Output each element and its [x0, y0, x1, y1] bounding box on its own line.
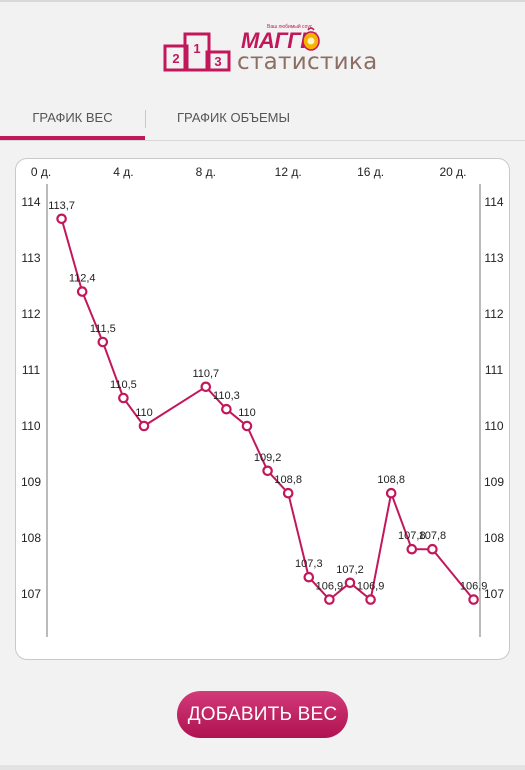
tab-bar: ГРАФИК ВЕС ГРАФИК ОБЪЕМЫ	[0, 98, 525, 144]
y-tick-label-left: 113	[21, 251, 40, 265]
x-tick-label: 0 д.	[31, 165, 51, 179]
data-label: 106,9	[357, 581, 385, 593]
data-label: 110,7	[192, 368, 219, 380]
data-label: 106,9	[460, 581, 488, 593]
x-tick-label: 16 д.	[357, 165, 384, 179]
data-label: 107,8	[398, 530, 426, 542]
data-label: 108,8	[274, 474, 302, 486]
data-point	[468, 594, 479, 605]
data-point	[303, 571, 315, 583]
y-tick-label-left: 108	[21, 531, 41, 545]
bottom-strip	[0, 765, 525, 770]
podium-icon: 1 2 3	[163, 30, 233, 72]
top-border	[0, 0, 525, 2]
data-point	[344, 577, 356, 589]
data-point	[406, 543, 418, 555]
data-label: 107,2	[336, 564, 364, 576]
data-label: 110,5	[110, 379, 137, 391]
x-tick-label: 12 д.	[275, 165, 302, 179]
y-tick-label-right: 114	[484, 195, 503, 209]
svg-text:3: 3	[214, 54, 221, 69]
tab-weight-chart[interactable]: ГРАФИК ВЕС	[0, 98, 145, 140]
data-point	[76, 286, 88, 297]
y-tick-label-left: 109	[21, 475, 41, 489]
tab-divider	[145, 110, 146, 128]
app-header: 1 2 3 Ваш любимый соус МАГГИ статистика	[0, 0, 525, 92]
data-label: 110	[135, 407, 153, 419]
data-point	[365, 594, 376, 605]
data-label: 113,7	[48, 200, 75, 212]
data-point	[200, 381, 212, 393]
data-point	[427, 543, 438, 555]
y-tick-label-left: 107	[21, 587, 41, 601]
y-tick-label-left: 114	[21, 195, 40, 209]
data-point	[324, 594, 335, 605]
data-label: 108,8	[377, 474, 405, 486]
data-point	[97, 336, 109, 348]
egg-icon	[301, 26, 321, 52]
data-label: 110,3	[213, 390, 240, 402]
weight-series-line	[60, 218, 475, 601]
data-point	[221, 403, 232, 415]
y-tick-label-right: 108	[484, 531, 504, 545]
data-label: 110	[238, 407, 256, 419]
page-title: статистика	[237, 49, 378, 75]
y-tick-label-right: 113	[484, 251, 503, 265]
data-point	[241, 420, 253, 432]
weight-chart-card: 0 д. 4 д. 8 д. 12 д. 16 д. 20 д. 114 114 113 113 1…	[15, 158, 510, 660]
y-tick-label-right: 112	[484, 307, 503, 321]
y-tick-label-left: 110	[21, 419, 40, 433]
data-label: 112,4	[69, 273, 96, 285]
data-label: 107,3	[295, 558, 323, 570]
tab-volumes-chart[interactable]: ГРАФИК ОБЪЕМЫ	[176, 110, 290, 125]
app-logo: 1 2 3 Ваш любимый соус МАГГИ статистика	[163, 22, 377, 78]
y-tick-label-right: 107	[484, 587, 504, 601]
y-tick-label-right: 110	[484, 419, 503, 433]
x-tick-label: 4 д.	[113, 165, 133, 179]
x-tick-label: 8 д.	[196, 165, 216, 179]
x-tick-label: 20 д.	[439, 165, 466, 179]
svg-text:2: 2	[172, 51, 179, 66]
data-point	[262, 465, 273, 477]
y-tick-label-left: 111	[22, 363, 41, 377]
weight-chart: 0 д. 4 д. 8 д. 12 д. 16 д. 20 д. 114 114 113 113 1…	[21, 165, 504, 637]
y-tick-label-right: 109	[484, 475, 504, 489]
brand-tagline: Ваш любимый соус	[267, 24, 313, 30]
data-label: 106,9	[316, 581, 344, 593]
tabs-underline	[0, 140, 525, 141]
data-point	[138, 420, 150, 432]
data-point	[385, 487, 397, 499]
y-tick-label-right: 111	[485, 363, 504, 377]
data-point	[282, 487, 294, 499]
y-tick-label-left: 112	[21, 307, 40, 321]
data-label: 109,2	[254, 452, 282, 464]
data-label: 111,5	[90, 323, 116, 335]
svg-text:1: 1	[193, 41, 200, 56]
data-label: 107,8	[419, 530, 447, 542]
data-point	[56, 213, 67, 225]
data-point	[118, 392, 129, 404]
add-weight-button[interactable]: ДОБАВИТЬ ВЕС	[177, 691, 348, 738]
